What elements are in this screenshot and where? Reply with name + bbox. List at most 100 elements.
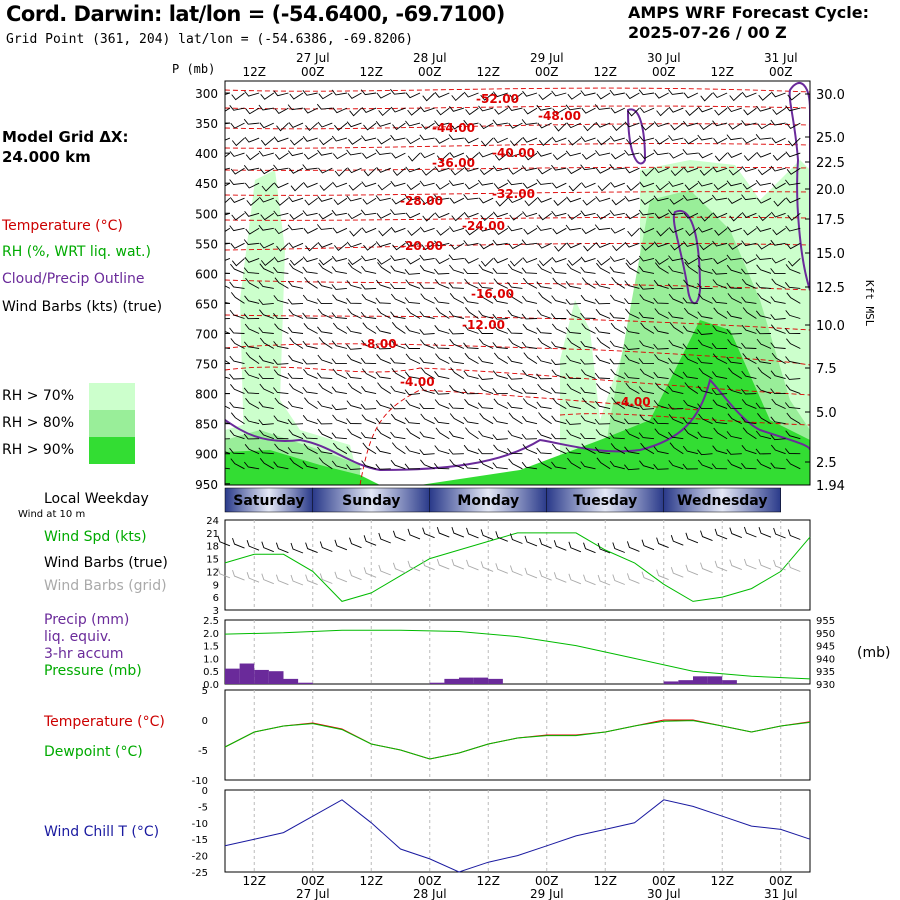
wind-barb bbox=[229, 225, 245, 232]
wind-barb bbox=[726, 282, 742, 289]
weekday-label: Tuesday bbox=[573, 493, 637, 509]
wind-barb bbox=[405, 399, 421, 410]
wind-barb bbox=[536, 309, 552, 319]
wind-barb bbox=[244, 182, 260, 189]
precip-bar bbox=[254, 669, 269, 684]
precip-bar bbox=[693, 676, 708, 684]
wind-barb bbox=[669, 322, 684, 334]
top-time-label: 12Z bbox=[594, 65, 618, 79]
wind-barb bbox=[770, 211, 786, 218]
wind-barb bbox=[625, 92, 640, 100]
wind-barb bbox=[538, 292, 552, 304]
wind-barb bbox=[375, 325, 391, 334]
wind-barb bbox=[626, 182, 640, 191]
wind-barb bbox=[566, 309, 582, 319]
wind-barb bbox=[287, 150, 304, 157]
wind-barb bbox=[346, 446, 362, 455]
wind-barb bbox=[317, 354, 333, 365]
wind-barb bbox=[581, 152, 596, 160]
grid-wind-barb bbox=[509, 565, 523, 576]
wind-barb bbox=[712, 120, 728, 127]
wind-barb bbox=[538, 412, 552, 425]
wind-barb bbox=[700, 92, 713, 102]
wind-barb bbox=[580, 433, 596, 440]
wind-barb bbox=[377, 258, 392, 265]
wind-barb bbox=[404, 194, 421, 201]
wind-barb bbox=[743, 152, 757, 162]
wind-barb bbox=[507, 281, 523, 289]
bottom-time-label: 00Z bbox=[535, 874, 559, 888]
wind-barb bbox=[479, 167, 494, 176]
grid-wind-barb bbox=[495, 563, 508, 574]
wind-barb bbox=[273, 461, 289, 470]
legend-rh: RH (%, WRT liq. wat.) bbox=[2, 244, 151, 260]
surface-wind-barb bbox=[334, 539, 348, 551]
wind-barb bbox=[420, 459, 435, 470]
wind-barb bbox=[434, 212, 450, 219]
wind-barb bbox=[435, 258, 450, 265]
wind-barb bbox=[653, 371, 669, 380]
wind-barb bbox=[289, 457, 304, 470]
temperature-contour bbox=[559, 413, 810, 426]
grid-wind-barb bbox=[743, 558, 757, 570]
temperature-contour-label: -32.00 bbox=[492, 187, 535, 201]
wind-barb bbox=[537, 122, 552, 129]
wind-barb bbox=[726, 106, 742, 113]
wind-barb bbox=[317, 242, 333, 248]
wind-barb bbox=[289, 212, 304, 220]
wind-barb bbox=[728, 167, 743, 176]
top-date-label: 30 Jul bbox=[647, 51, 681, 65]
grid-wind-barb bbox=[524, 567, 538, 579]
wind-barb bbox=[375, 399, 391, 410]
wind-barb bbox=[537, 383, 552, 395]
wind-barb bbox=[492, 313, 508, 320]
wind-barb bbox=[288, 196, 304, 203]
wind-barb bbox=[714, 227, 728, 236]
pressure-tick-label: 750 bbox=[195, 358, 218, 372]
wind-barb bbox=[758, 212, 772, 222]
grid-wind-barb bbox=[334, 571, 348, 583]
weekday-label: Sunday bbox=[342, 493, 400, 509]
wind-barb bbox=[713, 307, 728, 319]
wind-barb bbox=[638, 358, 655, 365]
temperature-contour-label: -16.00 bbox=[471, 287, 514, 301]
wind-barb bbox=[581, 443, 596, 455]
wind-barb bbox=[229, 105, 245, 111]
wind-barb bbox=[565, 104, 581, 111]
wind-barb bbox=[378, 227, 392, 237]
wind-barb bbox=[668, 431, 684, 440]
wind-barb bbox=[654, 167, 669, 174]
wind-barb bbox=[711, 417, 728, 425]
wind-barb bbox=[509, 92, 523, 101]
surface-wind-barb bbox=[758, 527, 772, 538]
wind-barb bbox=[493, 398, 508, 410]
wind-barb bbox=[477, 374, 494, 380]
grid-wind-barb bbox=[480, 561, 494, 572]
wind-barb bbox=[714, 152, 728, 162]
grid-wind-barb bbox=[232, 569, 245, 581]
wind-barb bbox=[347, 308, 362, 319]
wind-barb bbox=[626, 258, 640, 266]
wind-barb bbox=[479, 412, 494, 425]
wind-barb bbox=[639, 368, 655, 380]
wind-barb bbox=[711, 343, 728, 349]
wind-barb bbox=[225, 152, 231, 158]
wind-barb bbox=[580, 369, 596, 380]
wind-barb bbox=[258, 224, 274, 231]
wind-barb bbox=[551, 164, 567, 171]
weekday-band bbox=[429, 487, 547, 513]
wind-barb bbox=[375, 121, 391, 127]
wind-barb bbox=[682, 445, 699, 455]
wind-barb bbox=[273, 256, 289, 263]
surface-wind-barb bbox=[217, 535, 231, 547]
wind-barb bbox=[259, 263, 274, 274]
wind-barb bbox=[225, 318, 230, 320]
wind-barb bbox=[712, 353, 728, 365]
wind-barb bbox=[362, 197, 377, 205]
wind-barb bbox=[260, 92, 275, 100]
wind-barb bbox=[523, 352, 538, 364]
wind-barb bbox=[523, 227, 538, 235]
pressure-tick-label: 650 bbox=[195, 297, 218, 311]
wind-barb bbox=[225, 257, 231, 261]
wind-barb bbox=[492, 119, 508, 126]
